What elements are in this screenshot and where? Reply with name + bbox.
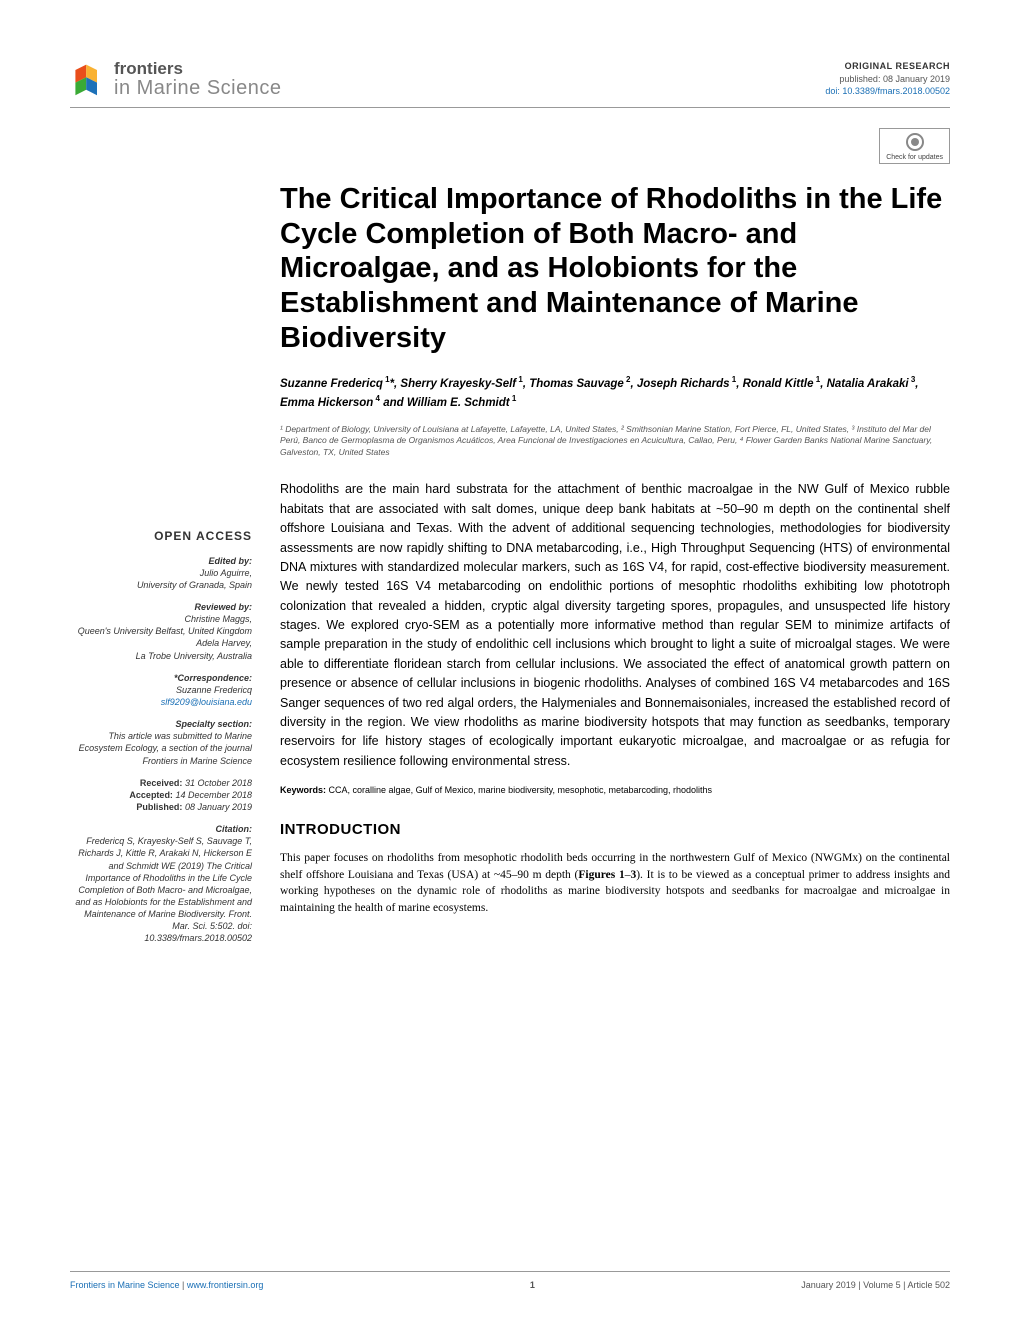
intro-paragraph: This paper focuses on rhodoliths from me… [280,850,950,917]
accepted-row: Accepted: 14 December 2018 [70,789,252,801]
keywords-label: Keywords: [280,785,326,795]
correspondence-heading: *Correspondence: [70,672,252,684]
reviewer-1-affil: Queen's University Belfast, United Kingd… [70,625,252,637]
received-label: Received: [140,778,183,788]
header-row: frontiers in Marine Science ORIGINAL RES… [70,60,950,99]
frontiers-logo-icon [70,61,106,97]
citation-text: Fredericq S, Krayesky-Self S, Sauvage T,… [70,835,252,944]
footer-right: January 2019 | Volume 5 | Article 502 [801,1280,950,1290]
crossmark-icon [906,133,924,151]
article-meta: ORIGINAL RESEARCH published: 08 January … [825,60,950,98]
editor-affil: University of Granada, Spain [70,579,252,591]
check-updates-badge[interactable]: Check for updates [879,128,950,164]
footer-left: Frontiers in Marine Science | www.fronti… [70,1280,263,1290]
page-footer: Frontiers in Marine Science | www.fronti… [70,1271,950,1290]
published-label: Published: [136,802,182,812]
main-column: Rhodoliths are the main hard substrata f… [280,480,950,944]
open-access-label: OPEN ACCESS [70,528,252,544]
corr-email[interactable]: slf9209@louisiana.edu [161,697,252,707]
corr-name: Suzanne Fredericq [70,684,252,696]
citation-heading: Citation: [70,823,252,835]
reviewer-1: Christine Maggs, [70,613,252,625]
intro-heading: INTRODUCTION [280,821,950,838]
authors-list: Suzanne Fredericq 1*, Sherry Krayesky-Se… [280,374,950,412]
reviewer-2: Adela Harvey, [70,637,252,649]
journal-name-top: frontiers [114,60,281,78]
keywords: Keywords: CCA, coralline algae, Gulf of … [280,785,950,795]
affiliations: ¹ Department of Biology, University of L… [280,424,950,458]
check-updates-wrap: Check for updates [70,128,950,164]
check-updates-label: Check for updates [886,154,943,161]
received-date: 31 October 2018 [182,778,252,788]
published-row: Published: 08 January 2019 [70,801,252,813]
published-date: 08 January 2019 [182,802,252,812]
footer-url-link[interactable]: www.frontiersin.org [187,1280,264,1290]
footer-journal-link[interactable]: Frontiers in Marine Science [70,1280,180,1290]
accepted-label: Accepted: [129,790,173,800]
pub-date: published: 08 January 2019 [825,73,950,86]
reviewed-by-heading: Reviewed by: [70,601,252,613]
journal-logo: frontiers in Marine Science [70,60,281,99]
reviewer-2-affil: La Trobe University, Australia [70,650,252,662]
article-title: The Critical Importance of Rhodoliths in… [280,182,950,356]
abstract: Rhodoliths are the main hard substrata f… [280,480,950,771]
header-rule [70,107,950,108]
article-type: ORIGINAL RESEARCH [825,60,950,73]
received-row: Received: 31 October 2018 [70,777,252,789]
specialty-heading: Specialty section: [70,718,252,730]
sidebar: OPEN ACCESS Edited by: Julio Aguirre, Un… [70,480,252,944]
accepted-date: 14 December 2018 [173,790,252,800]
page-number: 1 [530,1280,535,1290]
editor-name: Julio Aguirre, [70,567,252,579]
doi-link[interactable]: doi: 10.3389/fmars.2018.00502 [825,86,950,96]
keywords-list: CCA, coralline algae, Gulf of Mexico, ma… [329,785,713,795]
edited-by-heading: Edited by: [70,555,252,567]
journal-name-sub: in Marine Science [114,78,281,99]
specialty-text: This article was submitted to Marine Eco… [70,730,252,766]
